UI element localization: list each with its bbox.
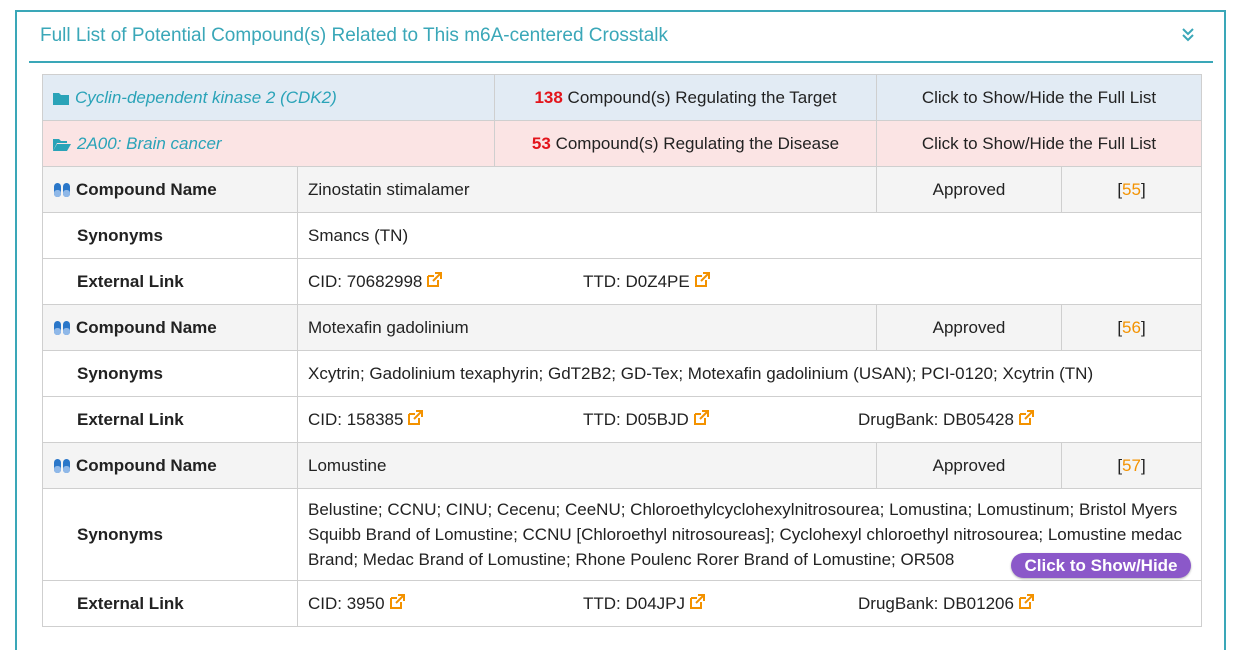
reference-link[interactable]: 57 — [1122, 455, 1141, 475]
cid-text[interactable]: CID: 3950 — [308, 593, 385, 613]
ttd-link[interactable]: TTD: D0Z4PE — [583, 271, 710, 292]
synonyms-value: Xcytrin; Gadolinium texaphyrin; GdT2B2; … — [296, 350, 1203, 397]
cid-text[interactable]: CID: 70682998 — [308, 271, 423, 291]
synonyms-value: Belustine; CCNU; CINU; Cecenu; CeeNU; Ch… — [296, 488, 1203, 581]
external-link-icon[interactable] — [694, 271, 710, 288]
ttd-text[interactable]: TTD: D04JPJ — [583, 593, 686, 613]
capsules-icon — [54, 182, 70, 197]
ref-bracket-close: ] — [1140, 317, 1146, 337]
disease-row: 2A00: Brain cancer 53 Compound(s) Regula… — [42, 120, 1203, 167]
external-link-icon[interactable] — [689, 593, 706, 610]
folder-open-icon — [53, 138, 71, 151]
external-link-label: External Link — [42, 580, 298, 627]
ref-bracket-close: ] — [1140, 455, 1146, 475]
disease-label-cell[interactable]: 2A00: Brain cancer — [42, 120, 495, 167]
ref-bracket-open: [ — [1117, 455, 1123, 475]
ttd-text[interactable]: TTD: D05BJD — [583, 409, 689, 429]
compound-status: Approved — [876, 442, 1062, 489]
synonyms-row: Synonyms Smancs (TN) — [42, 212, 1203, 259]
ttd-text[interactable]: TTD: D0Z4PE — [583, 271, 690, 291]
external-links-cell: CID: 158385 TTD: D05BJD DrugBank: DB0542… — [296, 396, 1203, 443]
target-count: 138 — [534, 87, 563, 107]
compound-table: Cyclin-dependent kinase 2 (CDK2) 138 Com… — [42, 74, 1203, 627]
external-link-row: External Link CID: 158385 TTD: D05BJD Dr… — [42, 396, 1203, 443]
drugbank-link[interactable]: DrugBank: DB05428 — [858, 409, 1034, 430]
external-link-icon[interactable] — [389, 593, 405, 610]
reference-link[interactable]: 56 — [1122, 317, 1141, 337]
folder-icon — [53, 92, 69, 105]
reference-cell: [55] — [1060, 166, 1203, 213]
external-link-icon[interactable] — [1018, 409, 1034, 426]
reference-cell: [57] — [1060, 442, 1203, 489]
target-label-cell[interactable]: Cyclin-dependent kinase 2 (CDK2) — [42, 74, 495, 121]
drugbank-link[interactable]: DrugBank: DB01206 — [858, 593, 1034, 614]
compound-name-label-cell: Compound Name — [42, 304, 298, 351]
synonyms-label: Synonyms — [42, 350, 298, 397]
compound-status: Approved — [876, 304, 1062, 351]
compound-name-label: Compound Name — [76, 317, 217, 337]
synonyms-row: Synonyms Xcytrin; Gadolinium texaphyrin;… — [42, 350, 1203, 397]
compound-name-label: Compound Name — [76, 179, 217, 199]
reference-link[interactable]: 55 — [1122, 179, 1141, 199]
compound-name-label-cell: Compound Name — [42, 442, 298, 489]
reference-cell: [56] — [1060, 304, 1203, 351]
ttd-link[interactable]: TTD: D05BJD — [583, 409, 709, 430]
external-link-icon[interactable] — [407, 409, 424, 426]
external-link-icon[interactable] — [426, 271, 443, 288]
external-link-label: External Link — [42, 258, 298, 305]
external-link-row: External Link CID: 3950 TTD: D04JPJ Drug… — [42, 580, 1203, 627]
compound-row: Compound Name Lomustine Approved [57] — [42, 442, 1203, 489]
target-count-cell: 138 Compound(s) Regulating the Target — [494, 74, 877, 121]
cid-link[interactable]: CID: 158385 — [308, 409, 424, 430]
disease-count: 53 — [531, 133, 551, 153]
compound-name: Lomustine — [297, 442, 877, 489]
cid-link[interactable]: CID: 70682998 — [308, 271, 443, 292]
show-hide-button[interactable]: Click to Show/Hide — [1011, 553, 1191, 578]
disease-count-text: Compound(s) Regulating the Disease — [555, 133, 840, 153]
disease-toggle[interactable]: Click to Show/Hide the Full List — [875, 120, 1203, 167]
external-link-icon[interactable] — [693, 409, 709, 426]
compound-row: Compound Name Zinostatin stimalamer Appr… — [42, 166, 1203, 213]
synonyms-label: Synonyms — [42, 212, 298, 259]
synonyms-label: Synonyms — [42, 488, 298, 581]
drugbank-text[interactable]: DrugBank: DB01206 — [858, 593, 1014, 613]
compound-name-label: Compound Name — [76, 455, 217, 475]
disease-count-cell: 53 Compound(s) Regulating the Disease — [494, 120, 877, 167]
cid-link[interactable]: CID: 3950 — [308, 593, 405, 614]
header-divider — [29, 61, 1213, 63]
ref-bracket-close: ] — [1140, 179, 1146, 199]
drugbank-text[interactable]: DrugBank: DB05428 — [858, 409, 1014, 429]
compound-status: Approved — [876, 166, 1062, 213]
compound-row: Compound Name Motexafin gadolinium Appro… — [42, 304, 1203, 351]
external-link-row: External Link CID: 70682998 TTD: D0Z4PE — [42, 258, 1203, 305]
target-label[interactable]: Cyclin-dependent kinase 2 (CDK2) — [75, 87, 337, 107]
target-count-text: Compound(s) Regulating the Target — [567, 87, 837, 107]
capsules-icon — [54, 458, 70, 473]
compound-name: Motexafin gadolinium — [297, 304, 877, 351]
double-chevron-down-icon[interactable] — [1180, 26, 1196, 44]
disease-label[interactable]: 2A00: Brain cancer — [77, 133, 222, 153]
cid-text[interactable]: CID: 158385 — [308, 409, 404, 429]
panel-title: Full List of Potential Compound(s) Relat… — [40, 25, 668, 46]
compound-name: Zinostatin stimalamer — [297, 166, 877, 213]
ref-bracket-open: [ — [1117, 317, 1123, 337]
panel-header[interactable]: Full List of Potential Compound(s) Relat… — [17, 12, 1224, 62]
ref-bracket-open: [ — [1117, 179, 1123, 199]
target-toggle[interactable]: Click to Show/Hide the Full List — [875, 74, 1203, 121]
ttd-link[interactable]: TTD: D04JPJ — [583, 593, 706, 614]
external-link-label: External Link — [42, 396, 298, 443]
external-links-cell: CID: 70682998 TTD: D0Z4PE — [296, 258, 1203, 305]
capsules-icon — [54, 320, 70, 335]
compound-name-label-cell: Compound Name — [42, 166, 298, 213]
synonyms-value: Smancs (TN) — [296, 212, 1203, 259]
external-links-cell: CID: 3950 TTD: D04JPJ DrugBank: DB01206 — [296, 580, 1203, 627]
target-row: Cyclin-dependent kinase 2 (CDK2) 138 Com… — [42, 74, 1203, 121]
external-link-icon[interactable] — [1018, 593, 1034, 610]
